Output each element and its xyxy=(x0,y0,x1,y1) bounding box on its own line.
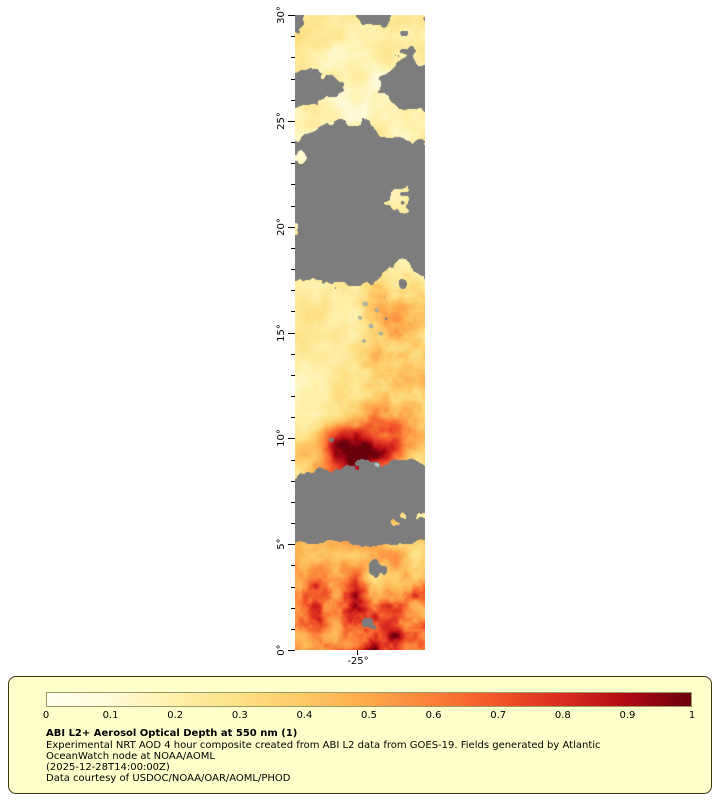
legend-timestamp: (2025-12-28T14:00:00Z) xyxy=(46,762,170,773)
colorbar-tick-label: 0.9 xyxy=(619,710,636,721)
colorbar-tick-label: 0.7 xyxy=(490,710,507,721)
colorbar-tick-label: 0.4 xyxy=(296,710,313,721)
colorbar-tick-label: 1 xyxy=(688,710,696,721)
colorbar-tick-label: 0.1 xyxy=(102,710,119,721)
legend-title: ABI L2+ Aerosol Optical Depth at 550 nm … xyxy=(46,728,298,739)
colorbar-tick-label: 0.5 xyxy=(361,710,377,721)
latitude-tick-label: 25° xyxy=(276,111,287,130)
latitude-tick xyxy=(288,544,295,546)
colorbar-tick-label: 0.8 xyxy=(554,710,571,721)
colorbar-tick-label: 0.2 xyxy=(167,710,184,721)
colorbar-tick-label: 0 xyxy=(42,710,50,721)
latitude-tick-label: 30° xyxy=(276,6,287,24)
latitude-tick-label: 20° xyxy=(276,217,287,236)
latitude-tick-label: 15° xyxy=(276,323,287,342)
latitude-tick xyxy=(288,226,295,228)
latitude-tick-label: 0° xyxy=(276,644,287,656)
latitude-tick xyxy=(288,120,295,122)
colorbar xyxy=(46,692,692,707)
latitude-tick-label: 5° xyxy=(276,538,287,550)
latitude-tick xyxy=(288,332,295,334)
aod-map-image xyxy=(295,15,425,650)
legend-panel: ABI L2+ Aerosol Optical Depth at 550 nm … xyxy=(8,676,712,794)
colorbar-tick-label: 0.6 xyxy=(425,710,442,721)
longitude-tick-label: -25° xyxy=(347,656,369,667)
legend-description-line: Experimental NRT AOD 4 hour composite cr… xyxy=(46,740,601,751)
latitude-tick xyxy=(288,438,295,440)
legend-courtesy-line: Data courtesy of USDOC/NOAA/OAR/AOML/PHO… xyxy=(46,773,291,784)
latitude-tick-label: 10° xyxy=(276,429,287,448)
colorbar-tick-label: 0.3 xyxy=(231,710,248,721)
longitude-tick xyxy=(357,650,358,655)
latitude-tick xyxy=(288,650,295,651)
legend-description-line: OceanWatch node at NOAA/AOML xyxy=(46,751,215,762)
latitude-tick xyxy=(288,15,295,16)
